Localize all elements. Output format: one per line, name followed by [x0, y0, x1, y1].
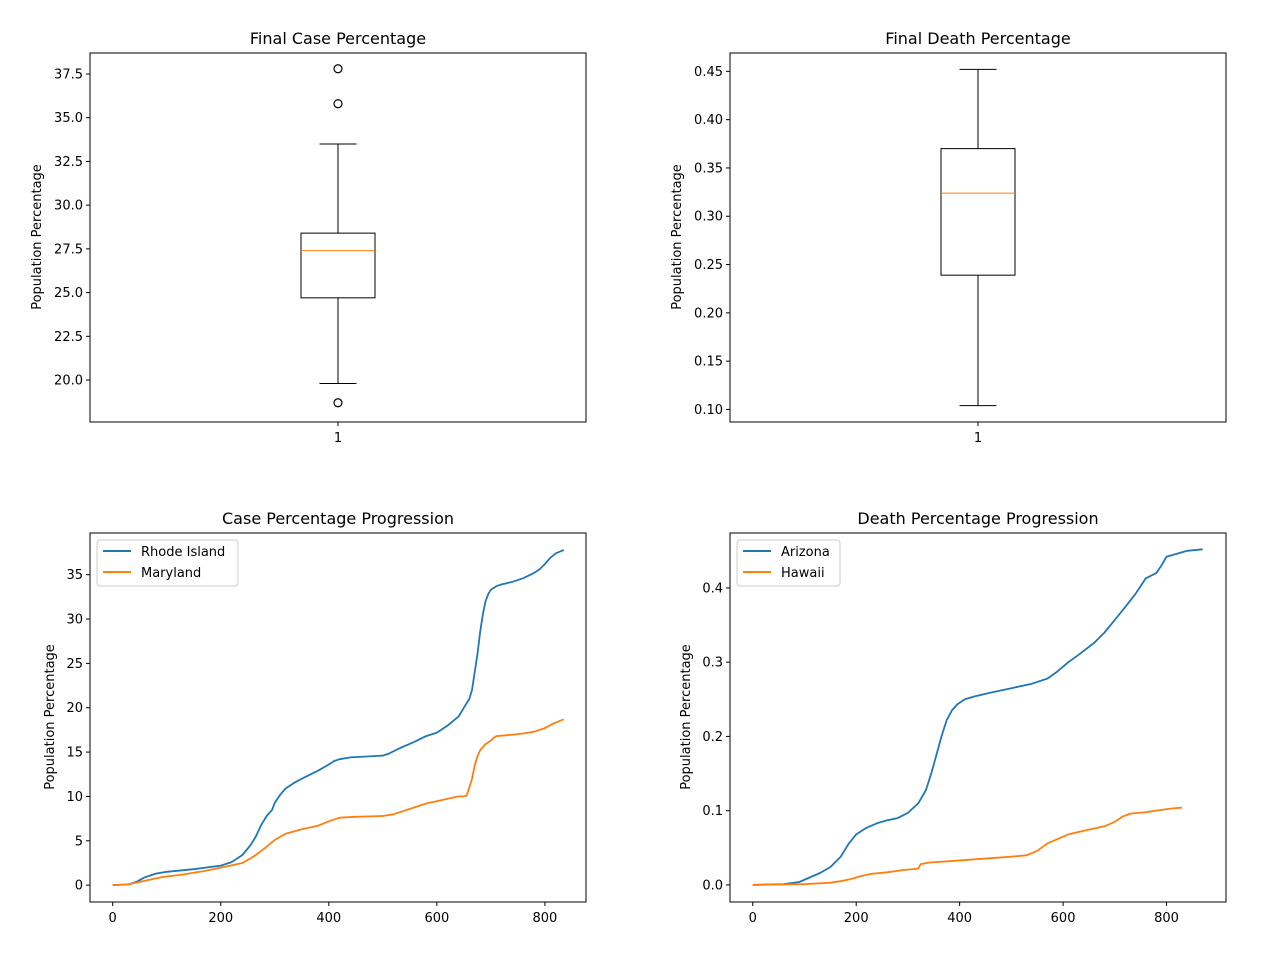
case-progression-marks	[112, 549, 565, 886]
case-progression-xtick-label: 200	[208, 911, 233, 926]
case-progression-panel: Case Percentage Progression Population P…	[43, 509, 587, 926]
death-progression-xtick-label: 600	[1051, 911, 1076, 926]
final-death-ytick-label: 0.45	[694, 65, 723, 80]
final-death-ytick-label: 0.40	[694, 113, 723, 128]
case-progression-axes-frame	[89, 532, 587, 903]
death-progression-ytick-label: 0.4	[702, 581, 723, 596]
case-progression-ylabel: Population Percentage	[43, 644, 58, 790]
final-death-boxplot-panel: Final Death Percentage Population Percen…	[670, 29, 1227, 446]
case-progression-ytick-label: 30	[66, 613, 83, 628]
death-progression-panel: Death Percentage Progression Population …	[679, 509, 1227, 926]
final-death-ytick-label: 0.20	[694, 306, 723, 321]
case-progression-xtick-label: 400	[316, 911, 341, 926]
case-progression-xtick-label: 600	[424, 911, 449, 926]
final-case-ytick-label: 22.5	[54, 330, 83, 345]
death-progression-xtick-label: 800	[1154, 911, 1179, 926]
death-progression-legend-label-hawaii: Hawaii	[781, 566, 825, 581]
death-progression-series-line-arizona	[752, 548, 1203, 886]
death-progression-xtick-label: 200	[844, 911, 869, 926]
final-case-ylabel: Population Percentage	[30, 164, 45, 310]
case-progression-legend: Rhode Island Maryland	[96, 539, 239, 587]
final-death-yticks: 0.10 0.15 0.20 0.25 0.30 0.35 0.40 0.45	[694, 65, 730, 418]
death-progression-axes-frame	[729, 532, 1227, 903]
case-progression-yticks: 0 5 10 15 20 25 30 35	[66, 568, 90, 894]
final-case-ytick-label: 32.5	[54, 155, 83, 170]
case-progression-xtick-label: 800	[533, 911, 558, 926]
case-progression-legend-label-maryland: Maryland	[141, 566, 201, 581]
final-death-ytick-label: 0.25	[694, 258, 723, 273]
final-case-ytick-label: 20.0	[54, 374, 83, 389]
death-progression-ytick-label: 0.2	[702, 730, 723, 745]
death-progression-ytick-label: 0.0	[702, 878, 723, 893]
final-death-axes-frame	[729, 52, 1227, 423]
final-death-marks	[940, 68, 1016, 407]
final-case-title: Final Case Percentage	[250, 29, 426, 48]
death-progression-ytick-label: 0.1	[702, 804, 723, 819]
death-progression-marks	[752, 548, 1203, 886]
death-progression-xtick-label: 0	[749, 911, 757, 926]
death-progression-legend-label-arizona: Arizona	[781, 545, 830, 560]
final-case-boxplot-panel: Final Case Percentage Population Percent…	[30, 29, 587, 446]
final-case-yticks: 20.0 22.5 25.0 27.5 30.0 32.5 35.0 37.5	[54, 67, 90, 389]
final-case-ytick-label: 25.0	[54, 286, 83, 301]
final-case-ytick-label: 27.5	[54, 242, 83, 257]
case-progression-ytick-label: 35	[66, 568, 83, 583]
final-case-box	[300, 232, 376, 299]
case-progression-ytick-label: 20	[66, 701, 83, 716]
case-progression-ytick-label: 15	[66, 746, 83, 761]
death-progression-xticks: 0 200 400 600 800	[749, 902, 1179, 926]
final-case-outlier-point	[333, 64, 343, 74]
case-progression-ytick-label: 5	[75, 834, 83, 849]
final-case-ytick-label: 37.5	[54, 67, 83, 82]
death-progression-xtick-label: 400	[947, 911, 972, 926]
final-case-axes-frame	[89, 52, 587, 423]
final-case-xticks: 1	[334, 422, 342, 446]
final-case-ytick-label: 30.0	[54, 199, 83, 214]
final-case-xtick-label: 1	[334, 431, 342, 446]
death-progression-series-line-hawaii	[752, 806, 1183, 886]
final-death-xtick-label: 1	[974, 431, 982, 446]
case-progression-series-line-rhode-island	[112, 549, 565, 886]
death-progression-legend: Arizona Hawaii	[736, 539, 841, 587]
final-death-ytick-label: 0.30	[694, 210, 723, 225]
death-progression-title: Death Percentage Progression	[857, 509, 1098, 528]
case-progression-ytick-label: 10	[66, 790, 83, 805]
final-death-title: Final Death Percentage	[885, 29, 1070, 48]
final-death-xticks: 1	[974, 422, 982, 446]
final-case-outlier-point	[333, 398, 343, 408]
case-progression-xticks: 0 200 400 600 800	[109, 902, 558, 926]
case-progression-ytick-label: 0	[75, 879, 83, 894]
final-death-box	[940, 148, 1016, 276]
case-progression-xtick-label: 0	[109, 911, 117, 926]
final-case-ytick-label: 35.0	[54, 111, 83, 126]
case-progression-legend-label-rhode-island: Rhode Island	[141, 545, 225, 560]
final-case-marks	[300, 64, 376, 408]
final-death-ylabel: Population Percentage	[670, 164, 685, 310]
case-progression-legend-box	[96, 539, 239, 587]
case-progression-series-line-maryland	[112, 718, 565, 886]
case-progression-ytick-label: 25	[66, 657, 83, 672]
final-death-ytick-label: 0.15	[694, 355, 723, 370]
final-death-ytick-label: 0.35	[694, 161, 723, 176]
death-progression-ytick-label: 0.3	[702, 656, 723, 671]
death-progression-yticks: 0.0 0.1 0.2 0.3 0.4	[702, 581, 730, 893]
death-progression-ylabel: Population Percentage	[679, 644, 694, 790]
case-progression-title: Case Percentage Progression	[222, 509, 454, 528]
final-death-ytick-label: 0.10	[694, 403, 723, 418]
final-case-outlier-point	[333, 99, 343, 109]
